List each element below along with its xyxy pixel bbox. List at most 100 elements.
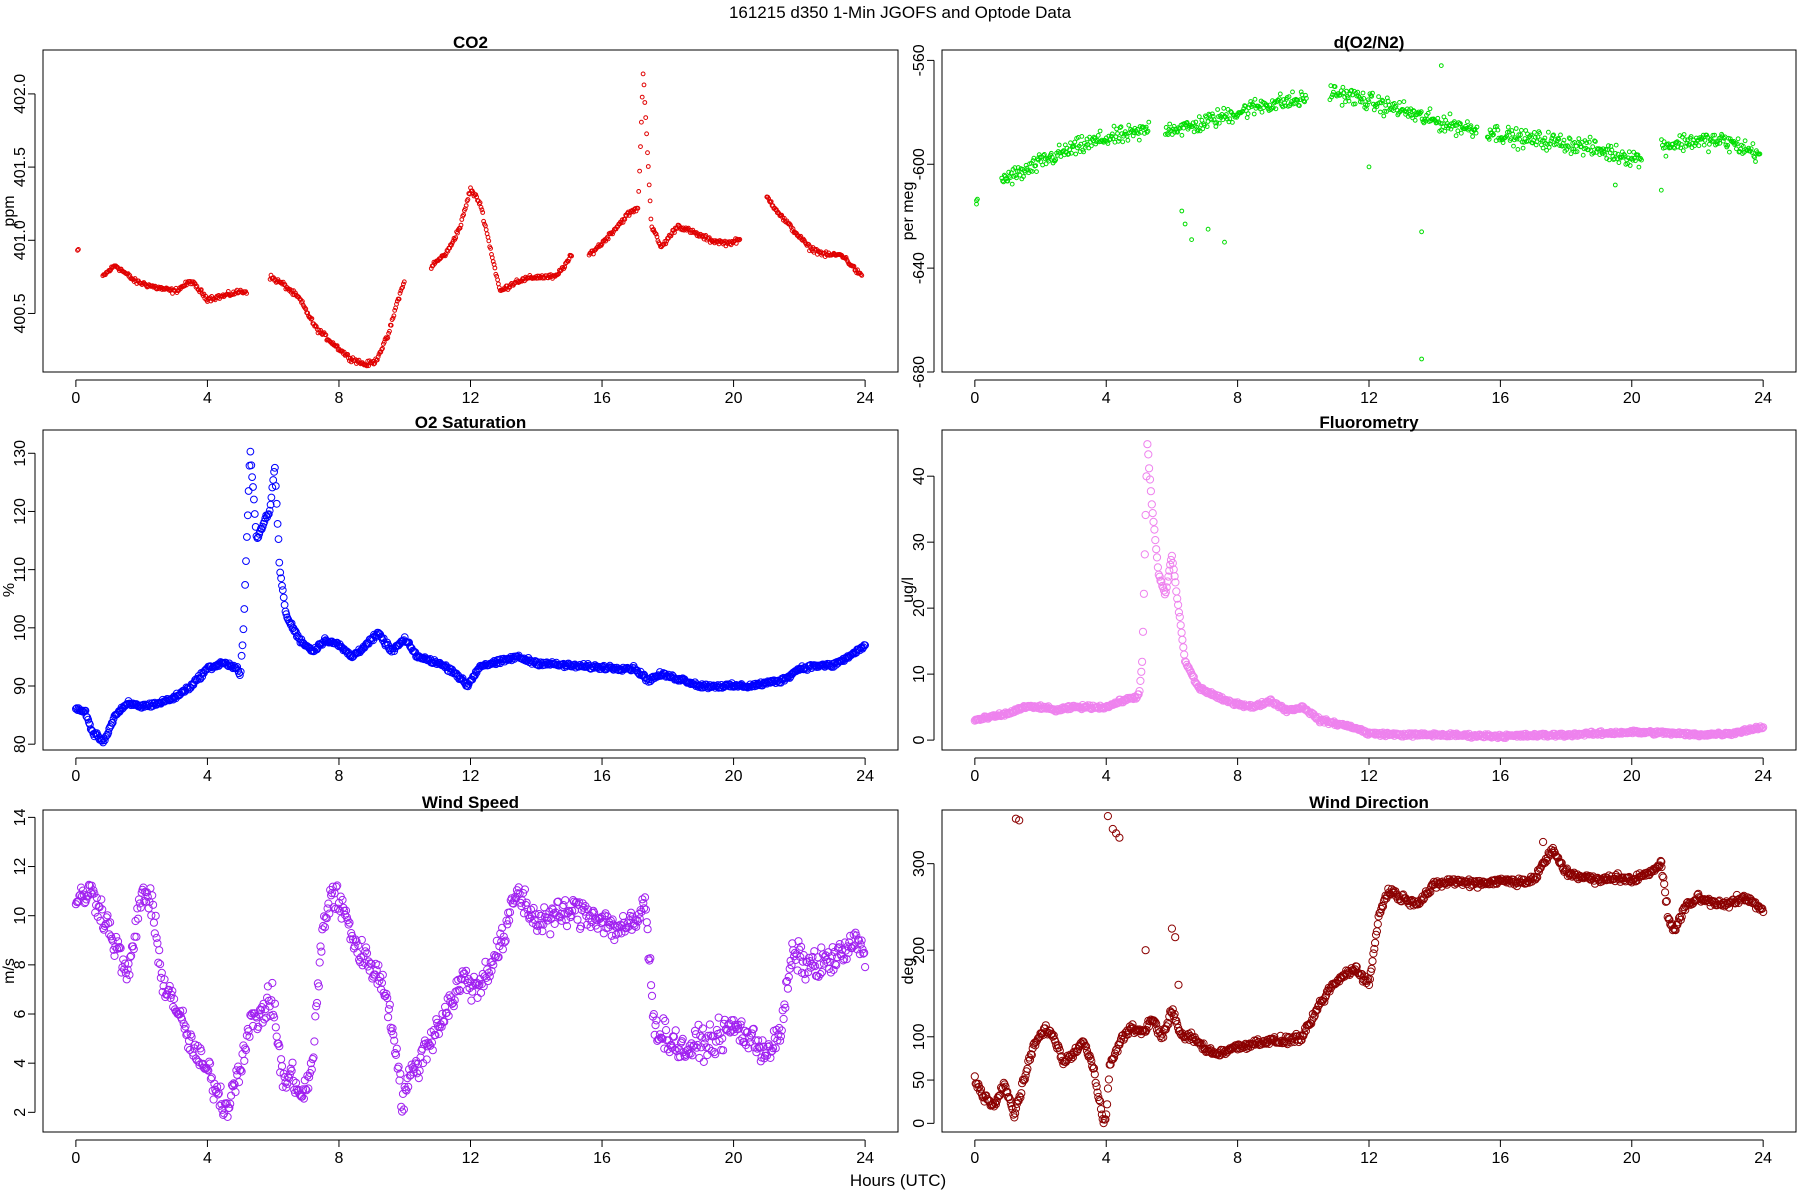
- data-point: [1009, 181, 1015, 187]
- data-point: [1412, 117, 1418, 123]
- data-point: [1069, 1047, 1078, 1057]
- data-point: [87, 881, 96, 890]
- data-point: [779, 1014, 788, 1024]
- x-tick-label: 4: [203, 1150, 212, 1167]
- data-point: [238, 641, 247, 650]
- data-point: [488, 246, 494, 251]
- data-point: [1753, 159, 1758, 164]
- data-point: [1020, 1075, 1029, 1084]
- data-point: [1758, 724, 1767, 733]
- data-point: [275, 1042, 284, 1051]
- data-point: [1302, 99, 1307, 105]
- data-point: [1165, 132, 1171, 138]
- data-point: [1227, 116, 1233, 122]
- data-point: [799, 951, 808, 960]
- data-point: [783, 984, 793, 993]
- data-point-outlier: [1612, 182, 1618, 188]
- data-point: [104, 919, 113, 928]
- data-point: [468, 987, 477, 996]
- data-point: [793, 966, 802, 975]
- data-point: [229, 1079, 238, 1088]
- data-point: [507, 894, 516, 903]
- data-point: [1122, 129, 1128, 135]
- data-point: [1580, 152, 1586, 158]
- data-point: [599, 929, 608, 938]
- data-point: [1173, 594, 1182, 603]
- data-point: [1671, 144, 1677, 150]
- data-point: [323, 904, 332, 913]
- data-point: [225, 1103, 234, 1113]
- data-point: [1067, 147, 1072, 153]
- data-point: [1359, 99, 1365, 105]
- data-point: [624, 213, 629, 219]
- data-point: [1682, 137, 1688, 143]
- data-point: [1419, 895, 1428, 904]
- data-point: [737, 237, 743, 242]
- data-point: [149, 918, 158, 927]
- data-point: [1230, 120, 1235, 125]
- data-point: [755, 1043, 765, 1052]
- y-tick-label: 100: [911, 1023, 928, 1050]
- data-point: [395, 1076, 404, 1085]
- data-point: [703, 1050, 712, 1060]
- data-point: [1590, 144, 1596, 150]
- data-point: [358, 961, 367, 970]
- data-point: [1091, 134, 1097, 140]
- y-axis-label: ppm: [1, 195, 18, 226]
- y-tick-label: 401.5: [12, 147, 29, 187]
- data-point: [478, 204, 484, 210]
- plot-frame: [42, 429, 899, 751]
- data-point: [177, 1015, 187, 1024]
- data-point: [378, 349, 384, 355]
- x-tick-label: 4: [1102, 1150, 1111, 1167]
- data-point: [489, 960, 498, 969]
- x-tick-label: 8: [335, 1150, 344, 1167]
- data-point: [1200, 126, 1206, 132]
- data-point: [1425, 110, 1431, 116]
- data-point: [1421, 890, 1430, 899]
- data-point: [1750, 141, 1756, 147]
- data-point: [390, 315, 396, 321]
- data-point: [605, 920, 615, 930]
- data-point: [796, 664, 805, 673]
- data-point: [189, 279, 195, 285]
- data-point: [401, 281, 406, 287]
- data-point: [530, 276, 535, 281]
- x-tick-label: 16: [593, 1150, 611, 1167]
- data-point: [131, 916, 140, 926]
- data-point: [647, 991, 657, 1001]
- data-point: [1159, 1033, 1168, 1042]
- data-point: [1210, 111, 1215, 117]
- data-point: [320, 912, 329, 921]
- data-point: [1014, 175, 1019, 181]
- data-point-outlier: [974, 198, 979, 204]
- data-point: [333, 881, 342, 890]
- data-point: [1505, 129, 1510, 135]
- data-point: [152, 933, 161, 943]
- data-point: [607, 931, 616, 940]
- data-point: [1331, 89, 1336, 95]
- x-tick-label: 16: [1491, 768, 1509, 785]
- data-point: [1079, 134, 1085, 139]
- data-point: [334, 904, 343, 913]
- data-point: [1370, 90, 1375, 96]
- data-point: [733, 241, 739, 246]
- y-tick-label: 50: [911, 1071, 928, 1089]
- data-point: [280, 601, 289, 609]
- data-point: [181, 1022, 190, 1031]
- data-point: [610, 935, 619, 945]
- data-point: [1072, 139, 1078, 145]
- data-point: [381, 339, 387, 345]
- data-point: [444, 1011, 453, 1021]
- data-point: [133, 278, 139, 284]
- data-point: [857, 936, 866, 945]
- data-point: [539, 920, 548, 929]
- data-point: [1418, 109, 1424, 115]
- data-point: [160, 975, 169, 984]
- data-point: [313, 324, 319, 329]
- data-point: [362, 949, 372, 958]
- data-point: [310, 1037, 319, 1046]
- data-point: [79, 708, 88, 716]
- data-point: [1567, 136, 1573, 142]
- data-point: [976, 1085, 986, 1094]
